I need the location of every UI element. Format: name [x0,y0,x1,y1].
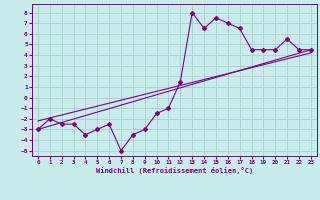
X-axis label: Windchill (Refroidissement éolien,°C): Windchill (Refroidissement éolien,°C) [96,167,253,174]
